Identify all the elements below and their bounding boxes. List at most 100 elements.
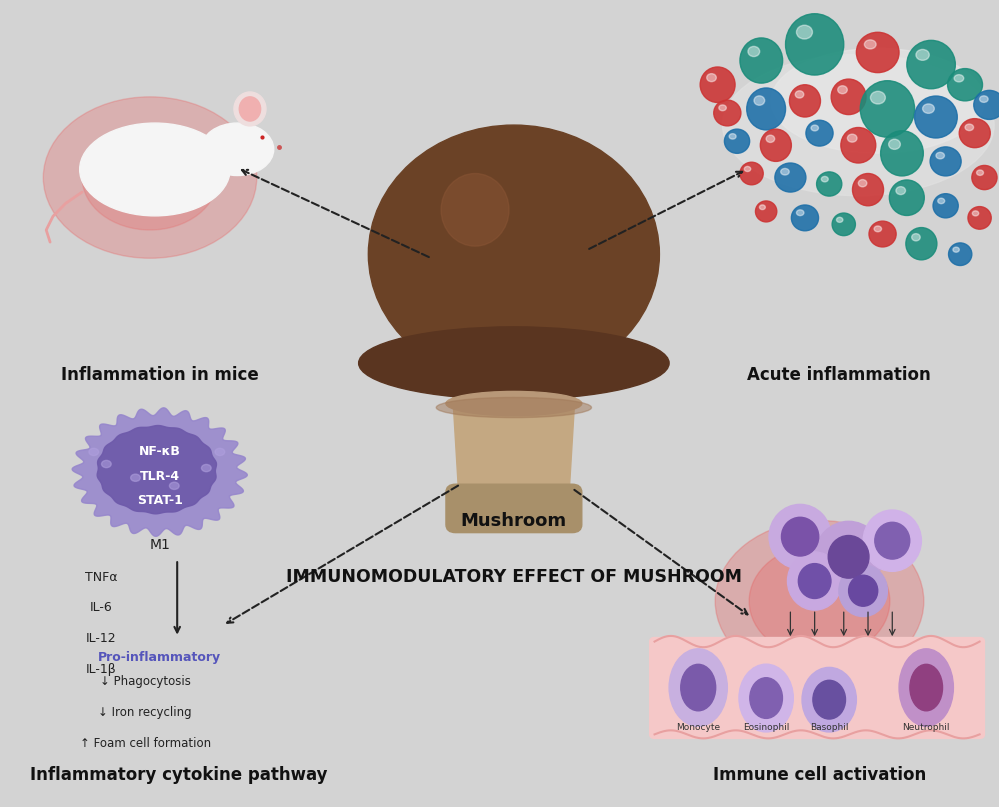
Ellipse shape (870, 91, 885, 104)
Text: IL-1β: IL-1β (86, 663, 117, 675)
Ellipse shape (899, 649, 953, 726)
Ellipse shape (828, 536, 869, 578)
Ellipse shape (713, 100, 741, 126)
Ellipse shape (814, 521, 882, 592)
Ellipse shape (930, 147, 961, 176)
Ellipse shape (740, 38, 782, 83)
Ellipse shape (806, 120, 833, 146)
Ellipse shape (869, 221, 896, 247)
Ellipse shape (202, 464, 211, 471)
Ellipse shape (968, 207, 991, 229)
FancyBboxPatch shape (649, 638, 984, 738)
Ellipse shape (700, 67, 735, 102)
Ellipse shape (787, 552, 842, 610)
Ellipse shape (977, 170, 983, 175)
Ellipse shape (775, 163, 806, 192)
Ellipse shape (858, 180, 867, 186)
Ellipse shape (240, 97, 261, 121)
Ellipse shape (781, 517, 819, 556)
Ellipse shape (907, 40, 955, 89)
Text: Basophil: Basophil (810, 723, 848, 733)
Ellipse shape (170, 482, 179, 489)
Text: Pro-inflammatory: Pro-inflammatory (98, 651, 222, 664)
Ellipse shape (234, 92, 266, 126)
Ellipse shape (215, 449, 225, 455)
Text: Immune cell activation: Immune cell activation (713, 766, 926, 784)
Text: Acute inflammation: Acute inflammation (747, 366, 931, 384)
Ellipse shape (740, 162, 763, 185)
Ellipse shape (359, 327, 669, 399)
Ellipse shape (948, 69, 982, 101)
Ellipse shape (811, 125, 818, 131)
Ellipse shape (796, 25, 812, 39)
Ellipse shape (82, 125, 218, 230)
Text: STAT-1: STAT-1 (137, 494, 183, 507)
Polygon shape (97, 425, 217, 514)
Ellipse shape (896, 186, 905, 194)
Ellipse shape (739, 664, 793, 732)
Ellipse shape (832, 213, 855, 236)
Ellipse shape (769, 504, 831, 569)
Ellipse shape (821, 177, 828, 182)
Ellipse shape (980, 96, 988, 102)
Text: M1: M1 (149, 537, 170, 552)
Text: Eosinophil: Eosinophil (743, 723, 789, 733)
Ellipse shape (816, 172, 842, 196)
Ellipse shape (936, 153, 944, 159)
Ellipse shape (748, 46, 759, 56)
Ellipse shape (446, 391, 581, 416)
Ellipse shape (43, 97, 257, 258)
Ellipse shape (680, 664, 715, 711)
Ellipse shape (852, 174, 883, 206)
Ellipse shape (722, 55, 994, 195)
Ellipse shape (838, 86, 847, 94)
Text: IMMUNOMODULATORY EFFECT OF MUSHROOM: IMMUNOMODULATORY EFFECT OF MUSHROOM (286, 568, 742, 586)
Ellipse shape (915, 96, 957, 138)
Ellipse shape (856, 32, 899, 73)
Ellipse shape (760, 129, 791, 161)
Text: TNFα: TNFα (85, 571, 118, 583)
Ellipse shape (746, 88, 785, 130)
Ellipse shape (759, 205, 765, 210)
Ellipse shape (847, 134, 857, 142)
Text: Mushroom: Mushroom (461, 512, 567, 529)
Ellipse shape (841, 128, 876, 163)
Ellipse shape (669, 649, 727, 726)
Ellipse shape (839, 565, 887, 617)
Text: Inflammation in mice: Inflammation in mice (61, 366, 259, 384)
FancyBboxPatch shape (446, 484, 581, 533)
Ellipse shape (910, 664, 942, 711)
Ellipse shape (795, 91, 804, 98)
Ellipse shape (813, 680, 845, 719)
Ellipse shape (771, 48, 984, 153)
Ellipse shape (791, 205, 818, 231)
Ellipse shape (923, 104, 934, 113)
Ellipse shape (724, 129, 749, 153)
Ellipse shape (715, 521, 924, 682)
Ellipse shape (906, 228, 937, 260)
Ellipse shape (938, 199, 945, 203)
Ellipse shape (848, 575, 878, 606)
Ellipse shape (750, 678, 782, 718)
Text: Neutrophil: Neutrophil (902, 723, 950, 733)
Ellipse shape (881, 131, 923, 176)
Ellipse shape (875, 522, 910, 559)
Ellipse shape (972, 165, 997, 190)
Ellipse shape (889, 180, 924, 215)
Polygon shape (451, 363, 577, 525)
Text: TLR-4: TLR-4 (140, 470, 180, 483)
Ellipse shape (860, 81, 915, 137)
Ellipse shape (798, 563, 831, 599)
Ellipse shape (912, 234, 920, 240)
Ellipse shape (965, 124, 974, 131)
Ellipse shape (874, 226, 881, 232)
Ellipse shape (89, 449, 99, 455)
Ellipse shape (131, 475, 140, 481)
Text: IL-6: IL-6 (90, 601, 113, 614)
Ellipse shape (437, 397, 591, 418)
Text: NF-κB: NF-κB (139, 445, 181, 458)
Ellipse shape (972, 211, 979, 216)
Text: Monocyte: Monocyte (676, 723, 720, 733)
Ellipse shape (789, 85, 820, 117)
Ellipse shape (916, 49, 929, 61)
